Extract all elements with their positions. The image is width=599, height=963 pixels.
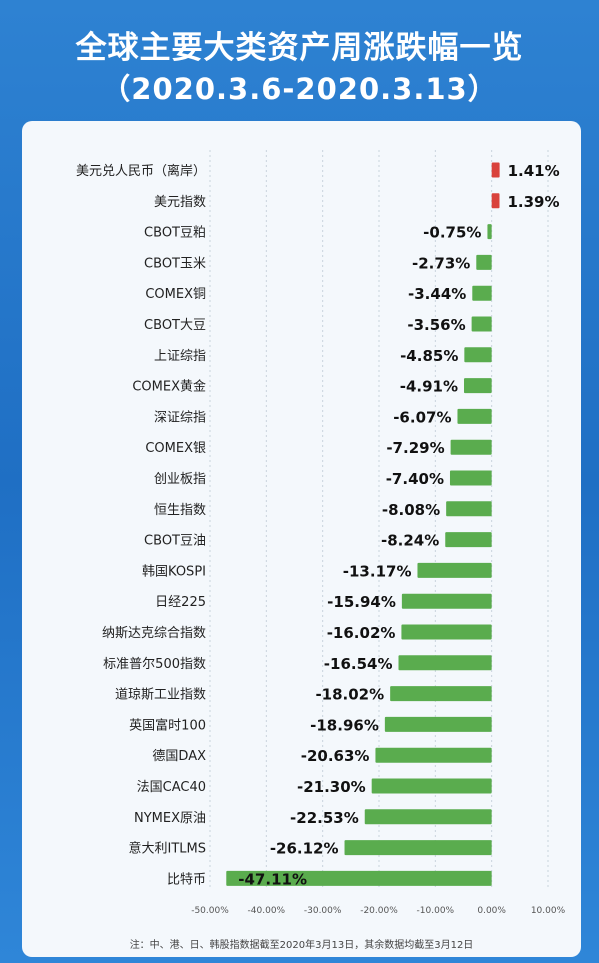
chart-subtitle: （2020.3.6-2020.3.13） xyxy=(101,72,498,106)
x-tick-label: -50.00% xyxy=(191,906,229,916)
data-label: -21.30% xyxy=(297,778,366,796)
category-label: 德国DAX xyxy=(152,749,206,764)
data-label: -18.96% xyxy=(310,716,379,734)
data-label: -16.02% xyxy=(327,624,396,642)
bar xyxy=(471,316,492,332)
bar xyxy=(446,501,492,517)
category-label: CBOT豆粕 xyxy=(144,226,206,241)
x-tick-label: 10.00% xyxy=(531,906,566,916)
data-label: -16.54% xyxy=(324,655,393,673)
data-label: -15.94% xyxy=(327,593,396,611)
data-label: -8.08% xyxy=(382,501,440,519)
category-label: 标准普尔500指数 xyxy=(103,657,206,672)
category-label: 英国富时100 xyxy=(129,717,206,733)
category-label: 创业板指 xyxy=(154,472,206,487)
category-label: 道琼斯工业指数 xyxy=(115,688,206,703)
x-tick-label: -30.00% xyxy=(304,906,342,916)
category-label: 深证综指 xyxy=(154,410,206,425)
data-label: -18.02% xyxy=(315,686,384,704)
bar xyxy=(445,532,492,548)
category-label: 美元指数 xyxy=(154,195,206,210)
category-label: COMEX银 xyxy=(145,441,206,456)
bar xyxy=(457,408,492,424)
category-label: 比特币 xyxy=(167,872,206,887)
category-label: 上证综指 xyxy=(154,349,206,364)
data-label: -13.17% xyxy=(343,562,412,580)
x-tick-label: -40.00% xyxy=(248,906,286,916)
bar xyxy=(417,562,492,578)
category-label: NYMEX原油 xyxy=(134,811,206,826)
footnote: 注：中、港、日、韩股指数据截至2020年3月13日，其余数据均截至3月12日 xyxy=(129,940,474,951)
bar xyxy=(226,870,492,886)
bar xyxy=(401,593,492,609)
data-label: -47.11% xyxy=(238,870,307,888)
data-label: 1.41% xyxy=(508,162,560,180)
bar xyxy=(449,470,492,486)
category-label: 韩国KOSPI xyxy=(142,564,206,579)
data-label: -2.73% xyxy=(412,254,470,272)
category-label: 法国CAC40 xyxy=(137,780,206,795)
bar xyxy=(464,378,492,394)
bar xyxy=(401,624,492,640)
data-label: -6.07% xyxy=(393,408,451,426)
category-label: COMEX黄金 xyxy=(132,379,206,395)
data-label: -0.75% xyxy=(423,224,481,242)
data-label: -22.53% xyxy=(290,809,359,827)
bar xyxy=(472,285,492,301)
data-label: -26.12% xyxy=(270,840,339,858)
category-label: 日经225 xyxy=(155,595,206,610)
data-label: 1.39% xyxy=(507,193,559,211)
x-tick-label: -20.00% xyxy=(360,906,398,916)
data-label: -7.40% xyxy=(386,470,444,488)
bar xyxy=(364,809,492,825)
chart-title: 全球主要大类资产周涨跌幅一览 xyxy=(75,30,524,66)
bar xyxy=(344,840,492,856)
bar xyxy=(476,254,492,270)
bar xyxy=(390,686,492,702)
bar xyxy=(464,347,492,363)
category-label: 美元兑人民币（离岸） xyxy=(76,163,206,179)
category-label: 意大利ITLMS xyxy=(129,841,207,857)
bar xyxy=(371,778,492,794)
category-label: 纳斯达克综合指数 xyxy=(102,626,206,641)
bar xyxy=(487,224,492,240)
x-tick-label: 0.00% xyxy=(477,906,506,916)
bar xyxy=(375,747,492,763)
category-label: CBOT大豆 xyxy=(144,318,206,333)
category-label: COMEX铜 xyxy=(145,287,206,302)
category-label: CBOT豆油 xyxy=(144,534,206,549)
x-tick-label: -10.00% xyxy=(417,906,455,916)
bar xyxy=(384,716,492,732)
data-label: -8.24% xyxy=(381,532,439,550)
category-label: 恒生指数 xyxy=(154,503,206,518)
bar xyxy=(491,162,500,178)
data-label: -4.85% xyxy=(400,347,458,365)
category-label: CBOT玉米 xyxy=(144,256,206,271)
bar xyxy=(398,655,492,671)
data-label: -20.63% xyxy=(301,747,370,765)
data-label: -3.44% xyxy=(408,285,466,303)
data-label: -4.91% xyxy=(400,378,458,396)
data-label: -3.56% xyxy=(407,316,465,334)
data-label: -7.29% xyxy=(386,439,444,457)
bar xyxy=(491,193,500,209)
bar xyxy=(450,439,492,455)
